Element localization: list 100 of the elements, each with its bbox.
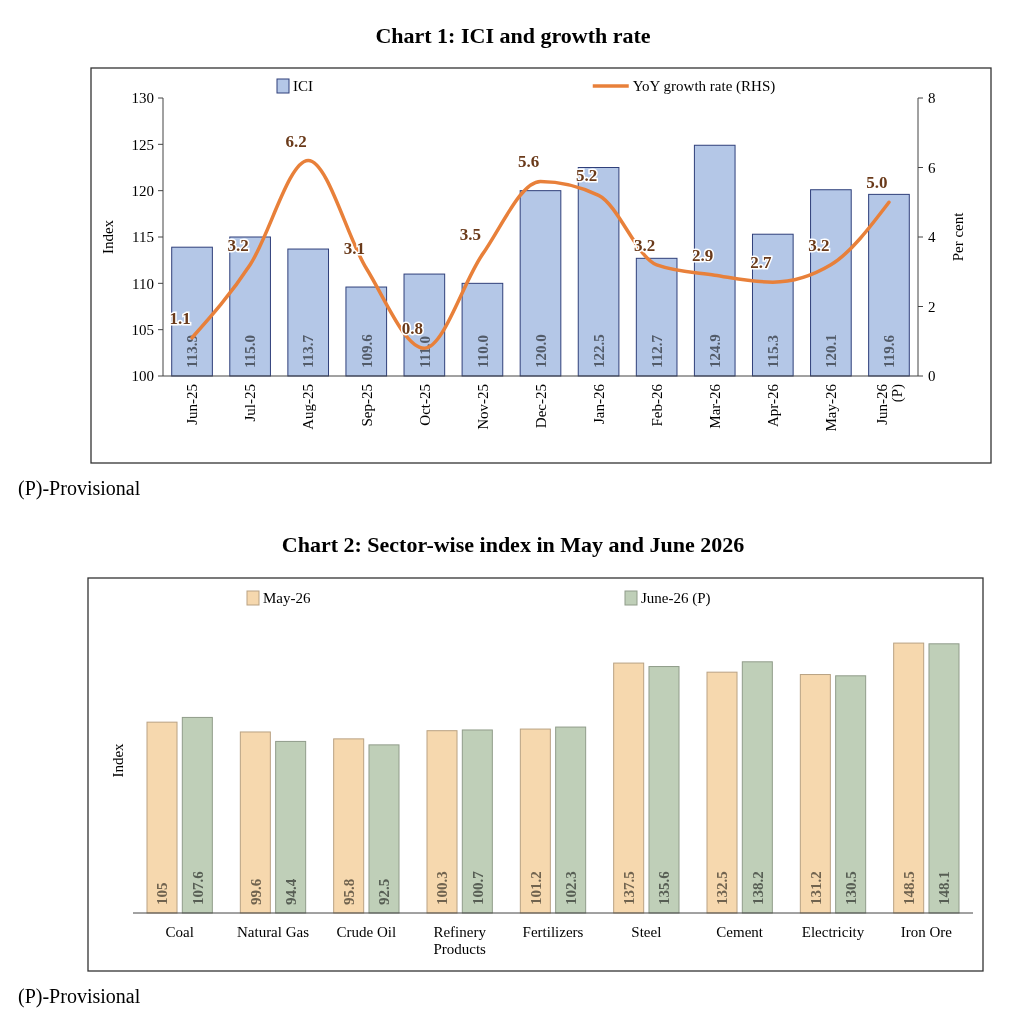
x-tick-label: Nov-25 [474,384,491,430]
data-label: 120.0 [532,334,549,368]
x-tick-label: May-26 [823,383,840,432]
x-tick-label: Jun-26 (P) [873,383,906,425]
bar [799,674,831,914]
x-tick-label: Natural Gas [236,924,310,940]
bar [928,643,960,914]
data-label: 120.1 [823,334,840,368]
data-label: 5.0 [866,173,888,193]
x-tick-label: Mar-26 [706,383,723,429]
x-tick-label: Electricity [801,924,865,940]
data-label: 92.5 [376,878,393,905]
x-tick-label: Refinery Products [433,924,487,957]
data-label: 130.5 [842,871,859,905]
x-tick-label: Coal [165,924,194,940]
data-label: 100.7 [469,870,486,905]
x-tick-label: Steel [631,924,662,940]
x-tick-label: Iron Ore [900,924,953,940]
data-label: 1.1 [169,308,191,328]
data-label: 112.7 [648,334,665,368]
x-tick-label: Sep-25 [358,384,375,427]
y2-tick-label: 8 [928,90,936,107]
text: (P)-Provisional [18,477,141,500]
text: (P)-Provisional [18,985,141,1008]
legend-label: May-26 [263,590,311,607]
data-label: 102.3 [562,871,579,905]
data-label: 100.3 [434,871,451,905]
x-tick-label: Oct-25 [416,384,433,426]
data-label: 148.1 [936,871,953,905]
bar [555,726,587,914]
x-tick-label: Apr-26 [765,383,782,428]
chart-title: Chart 2: Sector-wise index in May and June 2026 [281,531,745,557]
x-tick-label: Feb-26 [648,383,665,427]
data-label: 137.5 [620,871,637,905]
bar [835,675,867,914]
data-label: 5.2 [575,166,598,186]
bar [368,744,400,914]
x-tick-label: Jan-26 [590,383,607,424]
x-tick-label: Cement [716,924,764,940]
data-label: 119.6 [881,334,898,368]
bar [648,666,680,914]
data-label: 135.6 [656,870,673,905]
data-label: 110.0 [474,335,491,368]
chart-title: Chart 1: ICI and growth rate [375,22,651,48]
x-tick-label: Dec-25 [532,384,549,429]
y-tick-label: 125 [131,136,154,153]
bar [333,738,365,914]
data-label: 138.2 [749,871,766,905]
data-label: 113.7 [300,334,317,368]
data-label: 132.5 [714,871,731,905]
y2-tick-label: 6 [928,159,936,176]
y-tick-label: 110 [132,275,154,292]
data-label: 115.0 [242,335,259,368]
bar [893,642,925,914]
data-label: 109.6 [358,333,375,368]
bar [275,740,307,914]
y-tick-label: 115 [132,229,154,246]
bar [239,731,271,914]
y-axis-title: Index [110,742,126,778]
y2-axis-title: Per cent [950,211,966,262]
data-label: 111.0 [416,335,433,368]
y2-tick-label: 0 [928,368,936,385]
x-tick-label: Fertilizers [522,924,584,940]
data-label: 99.6 [247,878,264,905]
legend-label: YoY growth rate (RHS) [632,78,776,96]
bar [181,716,213,914]
y-tick-label: 130 [131,90,154,107]
data-label: 148.5 [900,871,917,905]
x-tick-label: Crude Oil [336,924,397,940]
y-tick-label: 105 [131,321,154,338]
data-label: 95.8 [340,878,357,905]
data-label: 105 [154,882,171,905]
data-label: 5.6 [517,152,540,172]
data-label: 94.4 [282,878,299,905]
y2-tick-label: 4 [928,229,936,246]
data-label: 3.2 [227,235,249,255]
legend-label: June-26 (P) [641,590,711,608]
bar [426,730,458,914]
data-label: 115.3 [765,335,782,368]
bar [146,721,178,914]
bar [519,728,551,914]
data-label: 107.6 [189,870,206,905]
y-tick-label: 120 [131,182,154,199]
y2-tick-label: 2 [928,298,936,315]
bar [741,661,773,914]
x-tick-label: Jul-25 [242,384,259,422]
data-label: 124.9 [706,334,723,368]
bar [706,671,738,914]
bar [461,729,493,914]
bar [613,662,645,914]
x-tick-label: Aug-25 [300,384,317,430]
y-tick-label: 100 [131,368,154,385]
y-axis-title: Index [100,219,116,255]
data-label: 122.5 [590,334,607,368]
data-label: 6.2 [285,131,307,151]
data-label: 131.2 [807,871,824,905]
data-label: 3.5 [459,225,482,245]
legend-label: ICI [293,78,313,95]
data-label: 101.2 [527,871,544,905]
x-tick-label: Jun-25 [184,384,201,425]
